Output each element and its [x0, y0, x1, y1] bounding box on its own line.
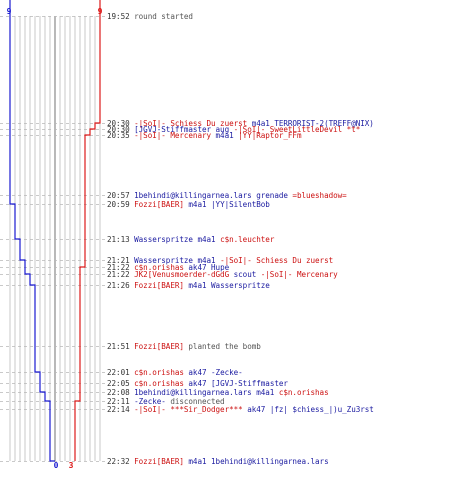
event-text: Fozzi[BAER] [134, 342, 184, 351]
event-text: 1behindi@killingarnea.lars [211, 457, 329, 466]
event-text: m4a1 [183, 200, 212, 209]
event-time: 19:52 [107, 12, 135, 21]
event-text: -|SoI|- Schiess Du zuerst [220, 256, 334, 265]
event-text: c$n.orishas [134, 368, 184, 377]
event-row: 21:13 Wasserspritze m4a1 c$n.leuchter [107, 235, 274, 244]
event-text: scout [229, 270, 261, 279]
event-row: 21:22 c$n.orishas ak47 Hupe [107, 263, 229, 272]
event-time: 22:11 [107, 397, 135, 406]
event-time: 21:22 [107, 270, 135, 279]
event-text: grenade [251, 191, 293, 200]
blue-end-score-label: 0 [54, 461, 59, 470]
event-text: -|SoI|- SweetLittleDevil *t* [233, 125, 361, 134]
event-text: Fozzi[BAER] [134, 200, 184, 209]
event-time: 21:26 [107, 281, 135, 290]
event-time: 22:01 [107, 368, 135, 377]
event-text: Hupe [211, 263, 230, 272]
blue-score-line [9, 0, 55, 462]
blue-start-score-label: 9 [7, 7, 12, 16]
event-row: 22:08 1behindi@killingarnea.lars m4a1 c$… [107, 388, 329, 397]
event-text: [JGVJ-Stiffmaster [134, 125, 212, 134]
event-text: Fozzi[BAER] [134, 457, 184, 466]
event-text: planted the bomb [183, 342, 261, 351]
event-time: 20:35 [107, 131, 135, 140]
event-text: |YY|SilentBob [211, 200, 270, 209]
event-text: -Zecke- [211, 368, 243, 377]
event-row: 21:22 JK2[Venusmoerder-dGdG scout -|SoI|… [107, 270, 338, 279]
event-text: c$n.orishas [278, 388, 329, 397]
event-text: m4a1 [192, 235, 221, 244]
event-time: 22:32 [107, 457, 135, 466]
event-text: ak47 [183, 263, 212, 272]
event-text: Wasserspritze [211, 281, 270, 290]
event-time: 21:51 [107, 342, 135, 351]
score-lines [9, 0, 101, 462]
event-time: 20:30 [107, 125, 135, 134]
event-time: 20:57 [107, 191, 135, 200]
event-text: m4a1 [183, 281, 212, 290]
event-text: [JGVJ-Stiffmaster [211, 379, 288, 388]
event-row: 22:01 c$n.orishas ak47 -Zecke- [107, 368, 243, 377]
event-time: 20:59 [107, 200, 135, 209]
event-text: |YY|Raptor_FFm [238, 131, 302, 140]
event-text: JK2[Venusmoerder-dGdG [134, 270, 230, 279]
event-text: -|SoI|- Mercenary [260, 270, 338, 279]
event-text: -|SoI|- Schiess Du zuerst [134, 119, 248, 128]
event-row: 20:30 -|SoI|- Schiess Du zuerst m4a1 TER… [107, 119, 374, 128]
event-row: 20:57 1behindi@killingarnea.lars grenade… [107, 191, 347, 200]
red-score-line [74, 0, 101, 461]
event-text: -|SoI|- ***Sir_Dodger*** [134, 405, 243, 414]
event-text: m4a1 [251, 388, 279, 397]
event-time: 22:14 [107, 405, 135, 414]
event-row: 22:05 c$n.orishas ak47 [JGVJ-Stiffmaster [107, 379, 288, 388]
event-text: m4a1 [247, 119, 275, 128]
event-row: 20:30 [JGVJ-Stiffmaster aug -|SoI|- Swee… [107, 125, 360, 134]
event-text: 1behindi@killingarnea.lars [134, 388, 252, 397]
event-text: ak47 [242, 405, 270, 414]
event-time: 21:21 [107, 256, 135, 265]
event-row: 21:21 Wasserspritze m4a1 -|SoI|- Schiess… [107, 256, 333, 265]
event-row: 22:11 -Zecke- disconnected [107, 397, 225, 406]
event-text: c$n.orishas [134, 263, 184, 272]
event-text: round started [134, 12, 193, 21]
event-text: -Zecke- [134, 397, 166, 406]
event-text: -|SoI|- Mercenary [134, 131, 212, 140]
event-text: Fozzi[BAER] [134, 281, 184, 290]
event-text: c$n.leuchter [220, 235, 275, 244]
event-text: m4a1 [192, 256, 221, 265]
event-text: aug [211, 125, 234, 134]
event-time: 21:13 [107, 235, 135, 244]
grid-lines [9, 16, 101, 461]
event-text: =blueshadow= [292, 191, 347, 200]
event-text: Wasserspritze [134, 235, 193, 244]
red-end-score-label: 3 [69, 461, 74, 470]
event-row: 19:52 round started [107, 12, 193, 21]
event-row: 22:14 -|SoI|- ***Sir_Dodger*** ak47 |fz|… [107, 405, 374, 414]
event-text: ak47 [183, 379, 212, 388]
event-time: 22:08 [107, 388, 135, 397]
score-labels: 9 9 0 3 [7, 7, 103, 470]
event-row: 20:35 -|SoI|- Mercenary m4a1 |YY|Raptor_… [107, 131, 302, 140]
event-text: TERRORIST-2(TREFF@NIX) [274, 119, 374, 128]
event-text: |fz| $chiess_|)u_Zu3rst [269, 405, 374, 414]
event-time: 21:22 [107, 263, 135, 272]
event-text: Wasserspritze [134, 256, 193, 265]
event-text: m4a1 [211, 131, 239, 140]
event-time: 20:30 [107, 119, 135, 128]
event-row: 22:32 Fozzi[BAER] m4a1 1behindi@killinga… [107, 457, 329, 466]
event-time: 22:05 [107, 379, 135, 388]
red-start-score-label: 9 [98, 7, 103, 16]
event-text: c$n.orishas [134, 379, 184, 388]
event-row: 21:51 Fozzi[BAER] planted the bomb [107, 342, 261, 351]
event-text: disconnected [165, 397, 225, 406]
event-text: ak47 [183, 368, 212, 377]
event-row: 20:59 Fozzi[BAER] m4a1 |YY|SilentBob [107, 200, 270, 209]
event-text: m4a1 [183, 457, 212, 466]
event-text: 1behindi@killingarnea.lars [134, 191, 252, 200]
event-row: 21:26 Fozzi[BAER] m4a1 Wasserspritze [107, 281, 270, 290]
